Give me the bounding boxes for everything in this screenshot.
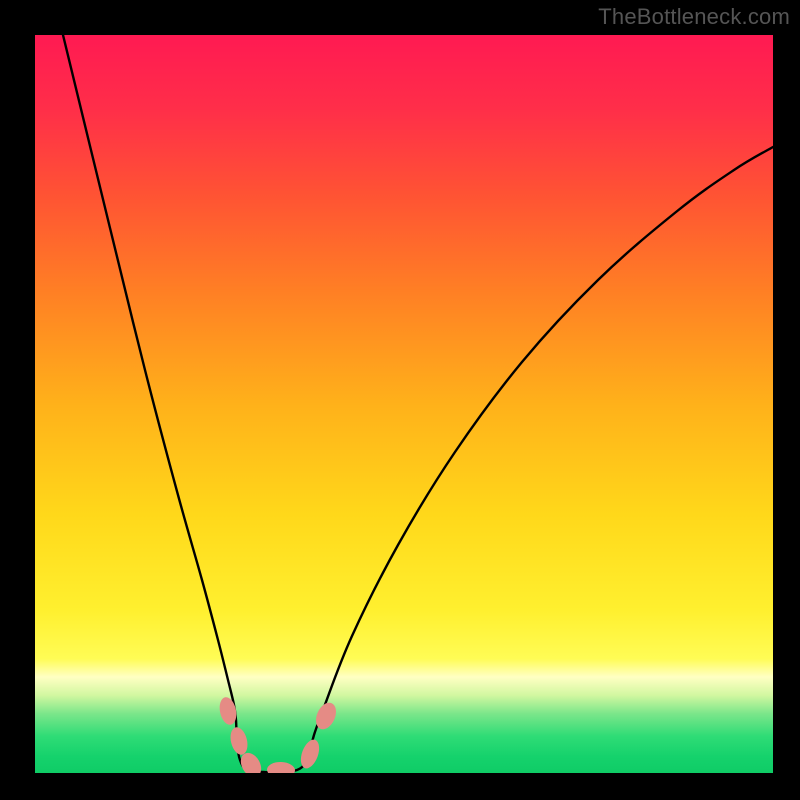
- gradient-plot-area: [35, 35, 773, 773]
- chart-container: TheBottleneck.com: [0, 0, 800, 800]
- bottleneck-chart: [0, 0, 800, 800]
- watermark-text: TheBottleneck.com: [598, 4, 790, 30]
